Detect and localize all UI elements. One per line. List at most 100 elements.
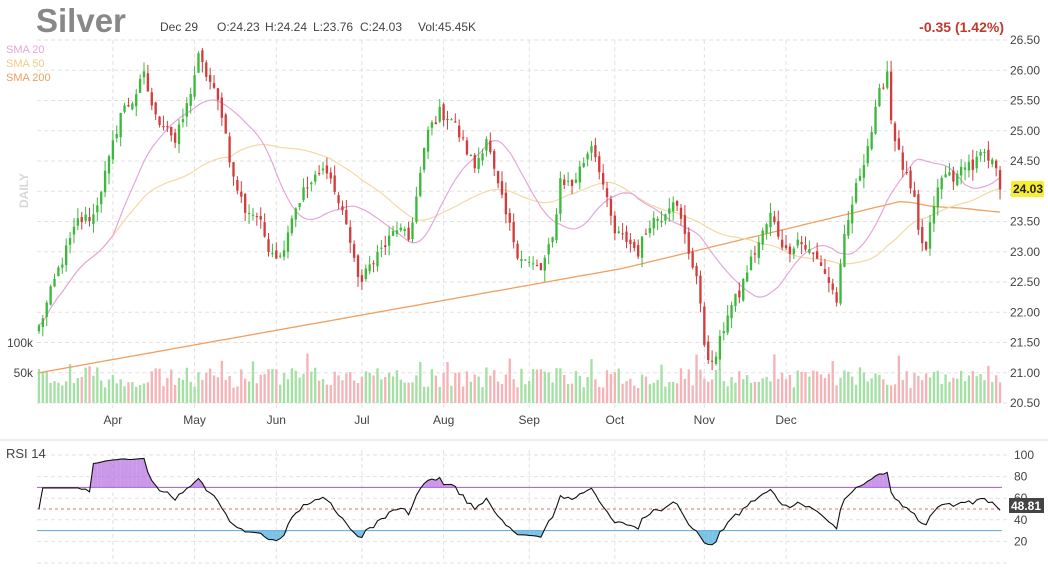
candle-body <box>583 163 585 167</box>
candle-body <box>162 126 164 127</box>
candle-body <box>598 156 600 172</box>
candle-body <box>100 192 102 204</box>
volume-bar <box>645 377 647 403</box>
volume-bar <box>462 387 464 403</box>
volume-bar <box>886 385 888 403</box>
candle-body <box>392 231 394 236</box>
volume-bar <box>166 378 168 403</box>
volume-bar <box>256 383 258 403</box>
candle-body <box>524 259 526 260</box>
volume-bar <box>571 384 573 403</box>
change-label: -0.35 (1.42%) <box>919 19 1004 35</box>
candle-body <box>275 250 277 258</box>
volume-bar <box>302 374 304 403</box>
volume-bar <box>909 388 911 403</box>
candle-body <box>139 79 141 93</box>
volume-bar <box>765 377 767 403</box>
volume-bar <box>423 387 425 403</box>
rsi-overbought-fill <box>136 459 140 488</box>
volume-bar <box>466 371 468 403</box>
candle-body <box>874 107 876 134</box>
volume-bar <box>925 373 927 403</box>
volume-bar <box>404 383 406 403</box>
price-tick-label: 25.00 <box>1010 124 1040 138</box>
volume-bar <box>684 379 686 403</box>
volume-bar <box>411 382 413 403</box>
candle-body <box>882 88 884 89</box>
price-tick-label: 21.50 <box>1010 336 1040 350</box>
volume-bar <box>968 375 970 403</box>
candle-body <box>263 222 265 236</box>
volume-bar <box>65 381 67 403</box>
volume-bar <box>972 371 974 403</box>
volume-bar <box>680 368 682 403</box>
candle-body <box>680 208 682 219</box>
volume-bar <box>730 377 732 403</box>
candle-body <box>446 119 448 120</box>
volume-bar <box>190 382 192 403</box>
candle-body <box>870 132 872 149</box>
candle-body <box>349 227 351 243</box>
volume-bar <box>933 372 935 403</box>
volume-bar <box>481 387 483 403</box>
volume-bar <box>668 382 670 403</box>
candle-body <box>902 152 904 169</box>
candle-body <box>730 305 732 318</box>
candle-body <box>972 160 974 170</box>
volume-bar <box>431 369 433 403</box>
price-tick-label: 26.50 <box>1010 33 1040 47</box>
rsi-tick-label: 20 <box>1014 534 1028 548</box>
candle-body <box>839 264 841 303</box>
volume-bar <box>528 381 530 403</box>
volume-bars <box>38 354 1001 403</box>
month-tick-label: Aug <box>433 413 454 427</box>
candle-body <box>252 215 254 216</box>
candle-body <box>384 245 386 247</box>
volume-bar <box>446 362 448 403</box>
volume-bar <box>750 383 752 403</box>
volume-bar <box>240 369 242 403</box>
volume-bar <box>691 385 693 403</box>
volume-bar <box>548 372 550 403</box>
volume-bar <box>260 375 262 403</box>
candle-body <box>629 240 631 244</box>
volume-bar <box>84 368 86 403</box>
candle-body <box>260 216 262 220</box>
volume-bar <box>878 375 880 403</box>
candle-body <box>917 194 919 230</box>
candle-body <box>645 234 647 235</box>
volume-bar <box>660 365 662 403</box>
candle-body <box>688 232 690 254</box>
volume-bar <box>555 368 557 403</box>
candle-body <box>894 123 896 141</box>
candle-body <box>369 264 371 271</box>
candle-body <box>610 199 612 216</box>
volume-bar <box>929 377 931 403</box>
candle-body <box>956 174 958 185</box>
sma50-line <box>39 145 1000 326</box>
volume-bar <box>497 382 499 403</box>
candle-body <box>306 187 308 188</box>
candle-body <box>228 136 230 162</box>
volume-bar <box>217 377 219 403</box>
volume-bar <box>263 374 265 403</box>
candle-body <box>205 62 207 76</box>
volume-bar <box>314 368 316 403</box>
candle-body <box>357 255 359 277</box>
candle-body <box>53 279 55 286</box>
month-tick-label: Apr <box>104 413 123 427</box>
volume-bar <box>656 380 658 403</box>
volume-bar <box>937 371 939 403</box>
chart-title: Silver <box>36 2 126 39</box>
candle-body <box>427 130 429 152</box>
candle-body <box>812 253 814 255</box>
volume-bar <box>960 371 962 403</box>
candle-body <box>824 269 826 274</box>
volume-bar <box>839 378 841 403</box>
volume-bar <box>353 380 355 403</box>
candle-body <box>781 240 783 248</box>
volume-bar <box>785 379 787 403</box>
volume-bar <box>742 379 744 403</box>
